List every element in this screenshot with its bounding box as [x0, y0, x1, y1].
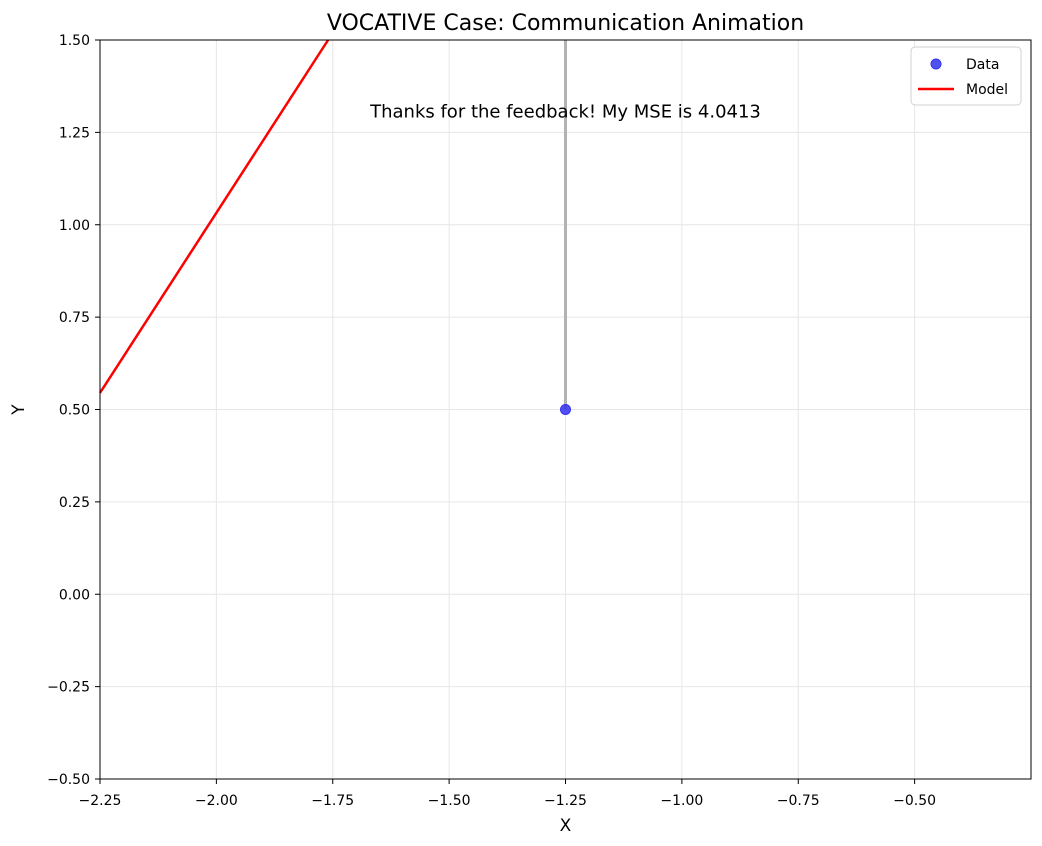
x-tick-label: −1.00 — [660, 793, 703, 809]
x-tick-label: −1.25 — [544, 793, 587, 809]
x-tick-label: −1.50 — [428, 793, 471, 809]
legend-entry-label: Data — [966, 57, 999, 73]
y-tick-label: 1.25 — [59, 125, 90, 141]
y-tick-label: −0.50 — [47, 772, 90, 788]
y-tick-label: 1.50 — [59, 33, 90, 49]
x-tick-label: −1.75 — [311, 793, 354, 809]
axis-ticks: −2.25 −2.00 −1.75 −1.50 −1.25 −1.00 −0.75 −0.50… — [47, 33, 936, 809]
mse-annotation: Thanks for the feedback! My MSE is 4.041… — [369, 102, 761, 123]
legend: Data Model — [910, 46, 1022, 106]
chart-title: VOCATIVE Case: Communication Animation — [327, 11, 804, 36]
x-axis-label: X — [560, 816, 572, 836]
y-tick-label: 0.75 — [59, 310, 90, 326]
x-tick-label: −0.50 — [893, 793, 936, 809]
legend-data-swatch — [930, 58, 942, 70]
y-tick-label: 0.00 — [59, 587, 90, 603]
y-tick-label: −0.25 — [47, 680, 90, 696]
x-tick-label: −2.00 — [195, 793, 238, 809]
plot-area — [98, 39, 571, 415]
y-tick-label: 0.50 — [59, 403, 90, 419]
y-axis-label: Y — [9, 404, 29, 416]
x-tick-label: −2.25 — [79, 793, 122, 809]
model-line — [98, 39, 330, 394]
y-tick-label: 0.25 — [59, 495, 90, 511]
x-tick-label: −0.75 — [777, 793, 820, 809]
y-tick-label: 1.00 — [59, 218, 90, 234]
data-point — [560, 404, 571, 415]
legend-entry-label: Model — [966, 82, 1008, 98]
